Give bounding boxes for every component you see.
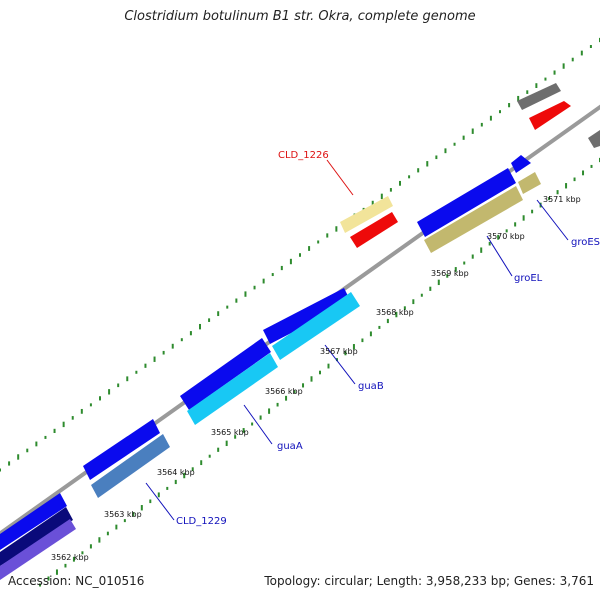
tick-label-3568: 3568 kbp xyxy=(376,308,414,317)
tick-label-3563: 3563 kbp xyxy=(104,510,142,519)
connector-groes xyxy=(536,199,569,241)
gene-arrow-left-purple xyxy=(0,519,76,580)
gene-arrow-cld1229-steel xyxy=(91,434,170,498)
gc-content-outer-dots xyxy=(0,37,600,472)
gene-arrow-guaa-light xyxy=(187,353,278,425)
gene-arrow-cld1229-blue xyxy=(83,419,160,480)
gene-arrow-guab-light xyxy=(272,292,360,360)
tick-label-3562: 3562 kbp xyxy=(51,553,89,562)
gene-arrow-gray xyxy=(517,83,561,110)
gene-label-guab[interactable]: guaB xyxy=(358,381,384,392)
genome-summary-label: Topology: circular; Length: 3,958,233 bp… xyxy=(264,574,594,588)
gene-label-guaa[interactable]: guaA xyxy=(277,441,303,452)
tick-label-3565: 3565 kbp xyxy=(211,428,249,437)
gene-arrow-groel-fwd xyxy=(417,168,516,237)
tick-label-3566: 3566 kbp xyxy=(265,387,303,396)
tick-label-3570: 3570 kbp xyxy=(487,232,525,241)
tick-label-3569: 3569 kbp xyxy=(431,269,469,278)
gene-arrow-khaki xyxy=(424,186,523,253)
connector-cld1229 xyxy=(145,482,175,521)
connector-cld1226 xyxy=(326,159,354,196)
tick-label-3567: 3567 kbp xyxy=(320,347,358,356)
tick-label-3564: 3564 kbp xyxy=(157,468,195,477)
gene-label-groel[interactable]: groEL xyxy=(514,273,543,284)
gene-arrow-guab xyxy=(263,288,351,344)
gene-arrow-grose xyxy=(511,155,531,173)
gene-arrow-guaa xyxy=(180,338,271,410)
gene-arrow-cld1226-yellow xyxy=(340,196,393,233)
tick-label-3571: 3571 kbp xyxy=(543,195,581,204)
gene-arrow-cld1226-red xyxy=(350,212,398,248)
connector-groel xyxy=(486,235,513,277)
gene-arrow-khaki-small xyxy=(518,172,541,194)
gene-label-cld1229[interactable]: CLD_1229 xyxy=(176,516,227,527)
accession-label: Accession: NC_010516 xyxy=(8,574,145,588)
gene-arrow-gray-partial xyxy=(588,130,600,148)
gene-arrow-left-blue xyxy=(0,493,67,550)
gene-label-cld1226[interactable]: CLD_1226 xyxy=(278,150,329,161)
connector-guab xyxy=(324,344,356,385)
gene-label-groes[interactable]: groES xyxy=(571,237,600,248)
gc-content-inner-dots xyxy=(39,157,600,587)
map-title: Clostridium botulinum B1 str. Okra, comp… xyxy=(124,9,476,24)
connector-guaa xyxy=(243,404,273,445)
gene-arrow-left-navy xyxy=(0,507,73,566)
gene-arrow-red-upper xyxy=(529,101,571,130)
